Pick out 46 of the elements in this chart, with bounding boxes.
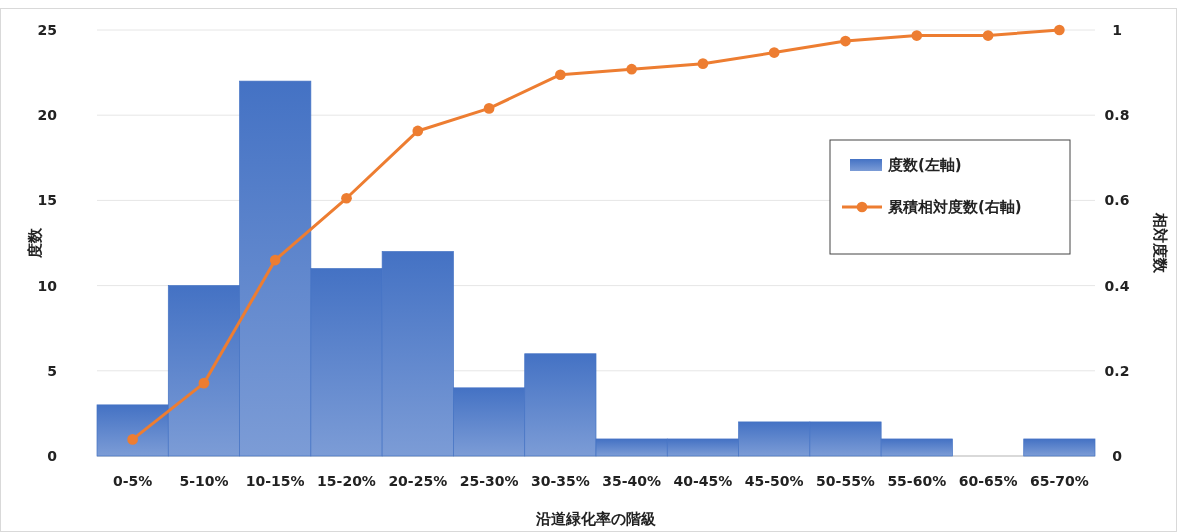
x-tick-label: 15-20% <box>317 473 376 489</box>
y-tick-label: 20 <box>37 107 58 124</box>
point <box>269 254 281 266</box>
x-tick-label: 35-40% <box>602 473 662 489</box>
y2-tick-label: 0.2 <box>1104 362 1130 379</box>
point <box>483 103 495 114</box>
legend-label: 累積相対度数(右軸) <box>887 198 1022 217</box>
x-tick-label: 25-30% <box>459 473 519 489</box>
x-tick-label: 0-5% <box>112 473 153 489</box>
x-tick-label: 30-35% <box>530 473 590 489</box>
y2-tick-label: 1 <box>1112 21 1122 38</box>
x-tick-label: 60-65% <box>958 473 1018 489</box>
x-tick-label: 10-15% <box>245 473 305 489</box>
point <box>127 434 138 445</box>
x-tick-label: 50-55% <box>816 473 875 489</box>
point <box>198 377 210 389</box>
y-tick-label: 25 <box>37 21 57 38</box>
y2-tick-label: 0.6 <box>1104 192 1130 209</box>
point <box>982 30 994 41</box>
y-tick-label: 5 <box>47 362 57 379</box>
point <box>626 63 637 75</box>
y-axis-title: 度数 <box>26 227 44 259</box>
x-tick-label: 45-50% <box>744 473 804 489</box>
point <box>412 125 424 137</box>
point <box>697 58 709 69</box>
y2-tick-label: 0 <box>1112 447 1123 464</box>
point <box>341 192 352 204</box>
x-tick-label: 5-10% <box>179 473 229 489</box>
legend-label: 度数(左軸) <box>887 156 962 175</box>
y-tick-label: 0 <box>47 447 58 464</box>
x-axis-title: 沿道緑化率の階級 <box>535 510 657 528</box>
point <box>911 30 923 41</box>
x-tick-label: 65-70% <box>1029 473 1089 489</box>
y2-axis-title: 相対度数 <box>1151 212 1169 274</box>
point <box>555 69 566 81</box>
y2-tick-label: 0.8 <box>1104 107 1130 124</box>
y-tick-label: 10 <box>37 277 58 294</box>
x-tick-label: 20-25% <box>388 473 448 489</box>
point <box>1054 24 1065 36</box>
y-tick-label: 15 <box>37 192 57 209</box>
x-tick-label: 40-45% <box>673 473 733 489</box>
bar <box>1023 438 1096 457</box>
point <box>768 47 780 58</box>
point <box>840 35 851 47</box>
y2-tick-label: 0.4 <box>1104 277 1130 294</box>
x-tick-label: 55-60% <box>887 473 947 489</box>
